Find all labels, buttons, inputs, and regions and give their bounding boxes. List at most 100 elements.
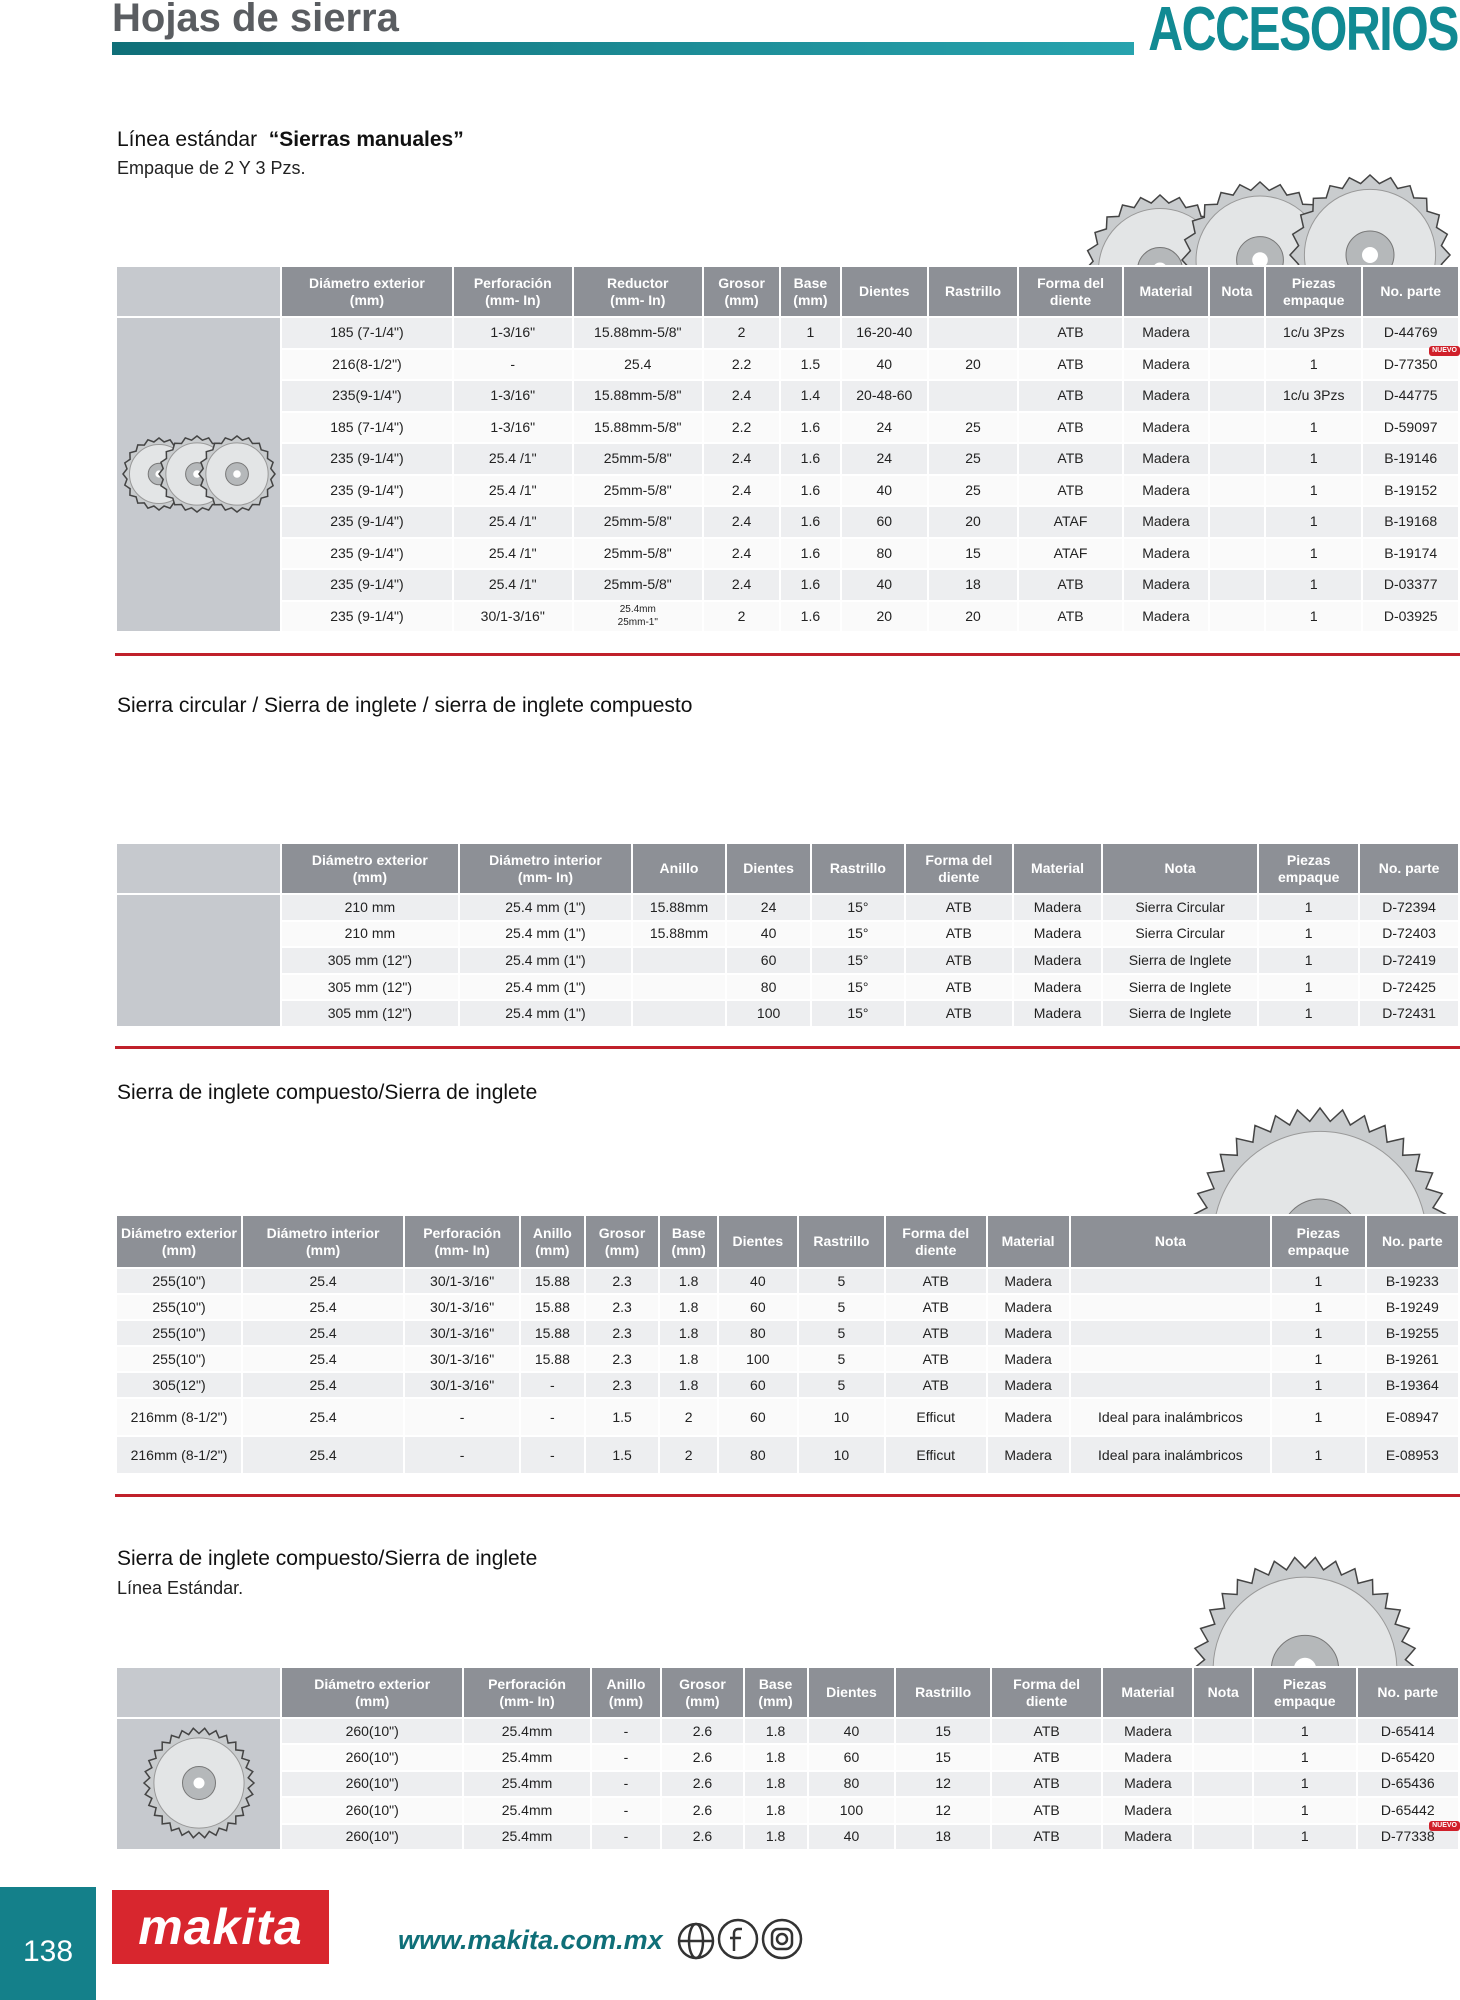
table-cell: B-19233 — [1364, 1267, 1460, 1295]
image-cell — [115, 316, 282, 633]
table-cell: 20 — [926, 599, 1020, 633]
table-cell: 25.4 mm (1") — [457, 893, 634, 922]
column-header: Perforación (mm- In) — [451, 265, 574, 318]
logo: makita — [138, 1899, 303, 1955]
image-cell — [115, 1717, 282, 1851]
table-cell: 24 — [724, 893, 813, 922]
table-cell: ATB — [989, 1716, 1104, 1746]
header-row: Diámetro exterior (mm) Diámetro interior … — [115, 1214, 1460, 1269]
table-cell — [1192, 1743, 1255, 1772]
table-cell: D-72431 — [1358, 999, 1460, 1028]
section-title-text: Sierra de inglete compuesto/Sierra de in… — [117, 1081, 538, 1104]
column-header: Reductor (mm- In) — [571, 265, 704, 318]
table-cell: 255(10") — [115, 1345, 243, 1373]
table-cell: ATB — [903, 919, 1015, 949]
table-row: 255(10") 25.4 30/1-3/16" 15.88 2.3 1.8 40 5 ATB M… — [115, 1267, 1460, 1295]
table-cell: 25.4 — [571, 347, 704, 381]
saw-blade-image — [142, 1727, 255, 1839]
table-cell: D-72403 — [1358, 919, 1460, 949]
table-cell: B-19261 — [1364, 1345, 1460, 1373]
table-cell — [1192, 1769, 1255, 1799]
social-icons — [677, 1918, 803, 1960]
table-cell: D-72419 — [1358, 946, 1460, 975]
table-row: 210 mm 25.4 mm (1") 15.88mm 40 15° ATB Madera S… — [116, 919, 1460, 949]
table-cell: 1 — [1257, 999, 1361, 1028]
table-cell: 1 — [1263, 505, 1364, 539]
table-cell: 25.4 /1" — [451, 442, 574, 476]
table-cell: ATB — [1017, 442, 1124, 476]
saw-blade-image — [1086, 173, 1452, 265]
table-cell: 210 mm — [280, 919, 460, 949]
table-cell: 1 — [1270, 1319, 1367, 1347]
table-cell: 40 — [806, 1822, 897, 1851]
table-row: 260(10") 25.4mm -2.6 1.8 60 15 ATB Madera 1 D-654… — [116, 1743, 1460, 1772]
table-cell: 1.6 — [779, 442, 842, 476]
table-cell: 1.5 — [583, 1397, 661, 1437]
table-cell: 2.2 — [701, 410, 782, 444]
table-cell: 260(10") — [279, 1822, 465, 1851]
column-header: Piezas empaque — [1257, 842, 1361, 895]
table-cell: 15° — [810, 919, 906, 949]
table-cell: 1 — [1252, 1769, 1358, 1799]
table-cell: Madera — [985, 1293, 1071, 1321]
table-header: Diámetro exterior (mm) Diámetro interior … — [115, 842, 1460, 895]
table-cell: 80 — [839, 536, 929, 570]
column-header: Dientes — [839, 265, 929, 318]
table-cell: 1 — [1257, 972, 1361, 1002]
column-header: Material — [1101, 1666, 1195, 1719]
column-header: Diámetro exterior (mm) — [115, 1214, 243, 1269]
column-header: Forma del diente — [989, 1666, 1104, 1719]
table-cell: 1 — [1263, 473, 1364, 507]
table-cell: 2 — [701, 316, 782, 350]
table-cell: 2.4 — [701, 536, 782, 570]
table-cell: 100 — [806, 1796, 897, 1825]
table-cell: 5 — [796, 1267, 886, 1295]
table-cell: B-19168 — [1361, 505, 1460, 539]
column-header: Nota — [1192, 1666, 1255, 1719]
table-cell — [1207, 316, 1266, 350]
table-cell: 305 mm (12") — [280, 946, 460, 975]
header-row: Diámetro exterior (mm) Perforación (mm- I… — [115, 1666, 1460, 1719]
table-cell: 1.8 — [742, 1743, 809, 1772]
table-cell: 15° — [810, 972, 906, 1002]
table-cell: 25.4 — [240, 1293, 406, 1321]
table-cell: 235 (9-1/4") — [280, 442, 454, 476]
table-cell: 25.4 — [240, 1267, 406, 1295]
table-cell: 10 — [796, 1435, 886, 1475]
saw-blade-image — [1193, 1106, 1447, 1214]
table-cell: D-03925 — [1361, 599, 1460, 633]
table-cell: B-19255 — [1364, 1319, 1460, 1347]
table-cell — [1207, 347, 1266, 381]
table-cell: 1 — [1270, 1267, 1367, 1295]
table-row: 305 mm (12") 25.4 mm (1") 80 15° ATB Madera Si… — [116, 972, 1460, 1002]
table-cell: B-19249 — [1364, 1293, 1460, 1321]
table-cell — [1207, 442, 1266, 476]
table-cell: Sierra de Inglete — [1100, 999, 1260, 1028]
facebook-icon[interactable] — [717, 1918, 759, 1960]
website-link[interactable]: www.makita.com.mx — [398, 1925, 663, 1955]
table-cell: 1 — [1270, 1397, 1367, 1437]
table-cell: 1-3/16" — [451, 379, 574, 413]
instagram-icon[interactable] — [761, 1918, 803, 1960]
table-cell: Madera — [985, 1435, 1071, 1475]
column-header: Nota — [1068, 1214, 1273, 1269]
table-cell: 235(9-1/4") — [280, 379, 454, 413]
saw-blade-image — [1193, 1556, 1417, 1666]
table-header: Diámetro exterior (mm) Diámetro interior … — [115, 1214, 1460, 1269]
table-cell: 30/1-3/16" — [403, 1345, 522, 1373]
column-header: Forma del diente — [883, 1214, 988, 1269]
section-title-text: “Sierras manuales” — [268, 128, 464, 151]
table-cell: 25.4 — [240, 1435, 406, 1475]
section-title: Sierra de inglete compuesto/Sierra de in… — [117, 1081, 537, 1105]
table-cell: 18 — [894, 1822, 992, 1851]
table-cell: 15 — [894, 1716, 992, 1746]
table-cell: 2.3 — [583, 1345, 661, 1373]
column-header: Nota — [1207, 265, 1266, 318]
table-cell: 2.6 — [660, 1822, 745, 1851]
table-cell: 25.4mm 25mm-1" — [571, 599, 704, 633]
table-cell: Madera — [985, 1319, 1071, 1347]
table-cell: 1.8 — [658, 1319, 719, 1347]
brand-label: ACCESORIOS — [1148, 0, 1459, 64]
table-cell: 30/1-3/16" — [403, 1293, 522, 1321]
table-cell: 2.6 — [660, 1716, 745, 1746]
